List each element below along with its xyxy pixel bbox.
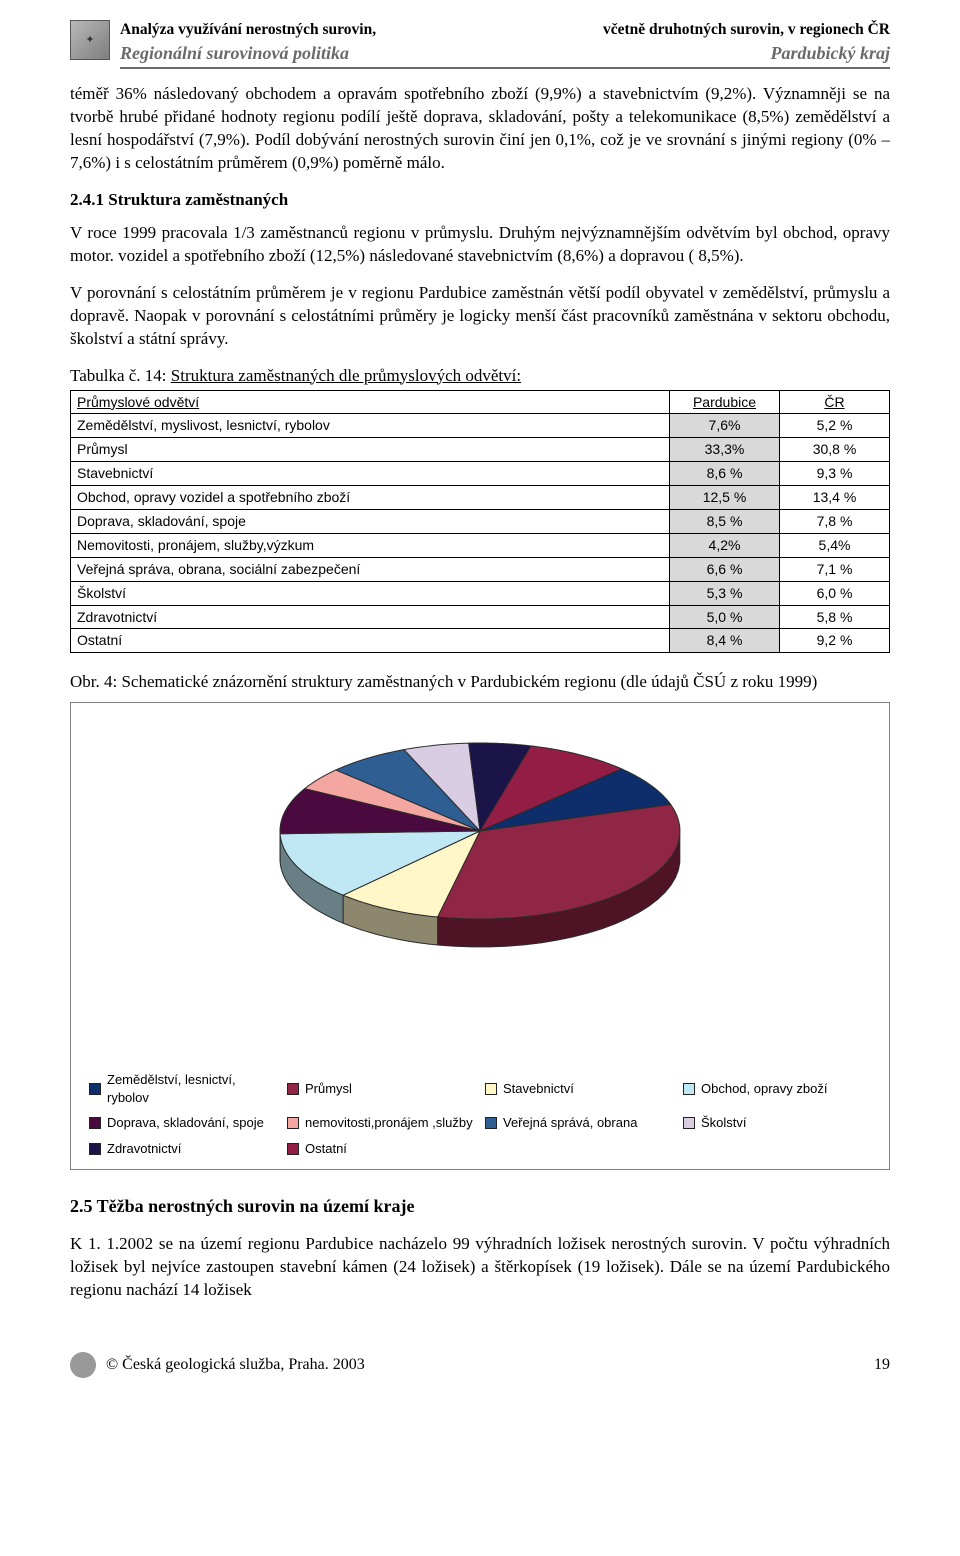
table14-head-0: Průmyslové odvětví bbox=[71, 390, 670, 414]
legend-label: Stavebnictví bbox=[503, 1080, 574, 1098]
table14-caption-title: Struktura zaměstnaných dle průmyslových … bbox=[171, 366, 521, 385]
legend-swatch bbox=[287, 1143, 299, 1155]
legend-swatch bbox=[287, 1083, 299, 1095]
table-cell: 4,2% bbox=[670, 533, 780, 557]
table-row: Nemovitosti, pronájem, služby,výzkum4,2%… bbox=[71, 533, 890, 557]
pie-chart-frame: Zemědělství, lesnictví, rybolov Průmysl St… bbox=[70, 702, 890, 1170]
table-cell: 7,6% bbox=[670, 414, 780, 438]
section-25-heading: 2.5 Těžba nerostných surovin na území kr… bbox=[70, 1194, 890, 1218]
legend-label: Průmysl bbox=[305, 1080, 352, 1098]
table-cell: Školství bbox=[71, 581, 670, 605]
table14-head-1: Pardubice bbox=[670, 390, 780, 414]
table-cell: Zemědělství, myslivost, lesnictví, rybol… bbox=[71, 414, 670, 438]
table-row: Školství5,3 %6,0 % bbox=[71, 581, 890, 605]
paragraph-4: K 1. 1.2002 se na území regionu Pardubic… bbox=[70, 1233, 890, 1302]
table14-caption: Tabulka č. 14: Struktura zaměstnaných dl… bbox=[70, 365, 890, 388]
table-cell: 13,4 % bbox=[780, 486, 890, 510]
table-row: Stavebnictví8,6 %9,3 % bbox=[71, 462, 890, 486]
table-cell: Ostatní bbox=[71, 629, 670, 653]
table14-head-2: ČR bbox=[780, 390, 890, 414]
legend-swatch bbox=[485, 1117, 497, 1129]
legend-label: nemovitosti,pronájem ,služby bbox=[305, 1114, 473, 1132]
legend-swatch bbox=[89, 1143, 101, 1155]
header-line1-right: včetně druhotných surovin, v regionech Č… bbox=[603, 20, 890, 41]
table-cell: 7,8 % bbox=[780, 509, 890, 533]
legend-label: Zemědělství, lesnictví, rybolov bbox=[107, 1071, 277, 1106]
legend-item: Stavebnictví bbox=[485, 1071, 673, 1106]
table-cell: Doprava, skladování, spoje bbox=[71, 509, 670, 533]
footer-org: Česká geologická služba, Praha. 2003 bbox=[122, 1356, 365, 1373]
section-241-heading: 2.4.1 Struktura zaměstnaných bbox=[70, 189, 890, 212]
pie-chart bbox=[220, 721, 740, 981]
legend-label: Ostatní bbox=[305, 1140, 347, 1158]
legend-swatch bbox=[287, 1117, 299, 1129]
table-cell: 30,8 % bbox=[780, 438, 890, 462]
header-line2-right: Pardubický kraj bbox=[771, 41, 891, 65]
legend-item: Školství bbox=[683, 1114, 871, 1132]
legend-label: Veřejná správá, obrana bbox=[503, 1114, 637, 1132]
table-cell: Průmysl bbox=[71, 438, 670, 462]
table-cell: 8,5 % bbox=[670, 509, 780, 533]
table-row: Veřejná správa, obrana, sociální zabezpe… bbox=[71, 557, 890, 581]
table-row: Doprava, skladování, spoje8,5 %7,8 % bbox=[71, 509, 890, 533]
header-line1-left: Analýza využívání nerostných surovin, bbox=[120, 20, 376, 41]
table-cell: 33,3% bbox=[670, 438, 780, 462]
table-cell: 5,0 % bbox=[670, 605, 780, 629]
legend-label: Zdravotnictví bbox=[107, 1140, 181, 1158]
emblem-icon: ✦ bbox=[70, 20, 110, 60]
table-cell: 6,6 % bbox=[670, 557, 780, 581]
table-cell: 9,3 % bbox=[780, 462, 890, 486]
page-footer: © Česká geologická služba, Praha. 2003 1… bbox=[70, 1352, 890, 1378]
legend-swatch bbox=[683, 1117, 695, 1129]
table-cell: Veřejná správa, obrana, sociální zabezpe… bbox=[71, 557, 670, 581]
table-cell: 8,6 % bbox=[670, 462, 780, 486]
legend-item: Veřejná správá, obrana bbox=[485, 1114, 673, 1132]
legend-label: Školství bbox=[701, 1114, 747, 1132]
legend-swatch bbox=[485, 1083, 497, 1095]
table-row: Průmysl33,3%30,8 % bbox=[71, 438, 890, 462]
table-cell: 5,8 % bbox=[780, 605, 890, 629]
legend-label: Obchod, opravy zboží bbox=[701, 1080, 827, 1098]
page-header: ✦ Analýza využívání nerostných surovin, … bbox=[70, 20, 890, 69]
legend-item: Zemědělství, lesnictví, rybolov bbox=[89, 1071, 277, 1106]
table-cell: 5,4% bbox=[780, 533, 890, 557]
table-cell: 5,3 % bbox=[670, 581, 780, 605]
paragraph-1: téměř 36% následovaný obchodem a opravám… bbox=[70, 83, 890, 175]
table-row: Zemědělství, myslivost, lesnictví, rybol… bbox=[71, 414, 890, 438]
table-cell: Obchod, opravy vozidel a spotřebního zbo… bbox=[71, 486, 670, 510]
table-cell: 9,2 % bbox=[780, 629, 890, 653]
legend-item: Doprava, skladování, spoje bbox=[89, 1114, 277, 1132]
legend-swatch bbox=[89, 1117, 101, 1129]
legend-item: Obchod, opravy zboží bbox=[683, 1071, 871, 1106]
footer-logo-icon bbox=[70, 1352, 96, 1378]
table-cell: Zdravotnictví bbox=[71, 605, 670, 629]
legend-item: Zdravotnictví bbox=[89, 1140, 277, 1158]
table-cell: Stavebnictví bbox=[71, 462, 670, 486]
table-row: Ostatní8,4 %9,2 % bbox=[71, 629, 890, 653]
pie-legend: Zemědělství, lesnictví, rybolov Průmysl St… bbox=[89, 1071, 871, 1157]
paragraph-2: V roce 1999 pracovala 1/3 zaměstnanců re… bbox=[70, 222, 890, 268]
table-row: Zdravotnictví5,0 %5,8 % bbox=[71, 605, 890, 629]
table14: Průmyslové odvětví Pardubice ČR Zeměděls… bbox=[70, 390, 890, 654]
fig4-caption: Obr. 4: Schematické znázornění struktury… bbox=[70, 671, 890, 694]
table-cell: Nemovitosti, pronájem, služby,výzkum bbox=[71, 533, 670, 557]
legend-swatch bbox=[683, 1083, 695, 1095]
table-cell: 5,2 % bbox=[780, 414, 890, 438]
legend-label: Doprava, skladování, spoje bbox=[107, 1114, 264, 1132]
table-cell: 12,5 % bbox=[670, 486, 780, 510]
page-number: 19 bbox=[874, 1354, 890, 1376]
table14-caption-prefix: Tabulka č. 14: bbox=[70, 366, 171, 385]
table-cell: 7,1 % bbox=[780, 557, 890, 581]
table-cell: 6,0 % bbox=[780, 581, 890, 605]
legend-item: Ostatní bbox=[287, 1140, 475, 1158]
table-row: Obchod, opravy vozidel a spotřebního zbo… bbox=[71, 486, 890, 510]
legend-item: nemovitosti,pronájem ,služby bbox=[287, 1114, 475, 1132]
header-line2-left: Regionální surovinová politika bbox=[120, 41, 349, 65]
legend-item: Průmysl bbox=[287, 1071, 475, 1106]
table-cell: 8,4 % bbox=[670, 629, 780, 653]
paragraph-3: V porovnání s celostátním průměrem je v … bbox=[70, 282, 890, 351]
legend-swatch bbox=[89, 1083, 101, 1095]
